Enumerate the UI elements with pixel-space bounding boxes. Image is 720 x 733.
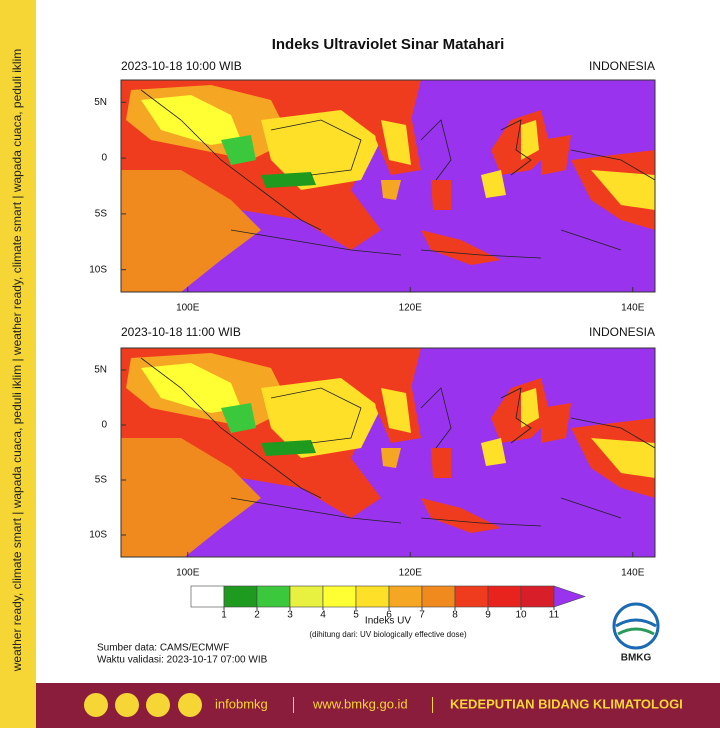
y-tick-label: 5N — [94, 97, 107, 108]
x-tick-label: 100E — [176, 568, 200, 579]
colorbar-segment — [520, 585, 555, 608]
sidebar-text: weather ready, climate smart | wapada cu… — [10, 49, 24, 673]
panel-time: 2023-10-18 11:00 WIB — [121, 325, 241, 339]
colorbar-label: 1 — [221, 610, 227, 621]
colorbar-segment — [256, 585, 291, 608]
map-frame — [120, 79, 656, 293]
colorbar-arrow — [553, 585, 586, 608]
x-tick-label: 140E — [621, 568, 645, 579]
colorbar-label: 9 — [485, 610, 491, 621]
footer-website: www.bmkg.go.id — [312, 696, 408, 711]
footer-social: infobmkg — [215, 696, 268, 711]
colorbar-segment — [388, 585, 423, 608]
colorbar-segment — [223, 585, 258, 608]
colorbar-label: 7 — [419, 610, 425, 621]
panel-region: INDONESIA — [589, 59, 655, 73]
y-tick-label: 5S — [95, 209, 108, 220]
map-panel: 2023-10-18 11:00 WIB INDONESIA — [120, 325, 656, 558]
panel-time: 2023-10-18 10:00 WIB — [121, 59, 242, 73]
colorbar-label: 6 — [386, 610, 392, 621]
colorbar-label: 11 — [549, 610, 560, 621]
sidebar — [0, 0, 36, 683]
colorbar-segment — [289, 585, 324, 608]
colorbar-segment — [322, 585, 357, 608]
colorbar-label: 8 — [452, 610, 458, 621]
logo-text: BMKG — [621, 653, 652, 664]
colorbar-segment — [190, 585, 225, 608]
y-tick-label: 10S — [89, 530, 107, 541]
colorbar-segment — [487, 585, 522, 608]
map-panel: 2023-10-18 10:00 WIB INDONESIA — [120, 59, 656, 293]
colorbar-label: 5 — [353, 610, 359, 621]
separator — [432, 697, 433, 713]
colorbar-label: 3 — [287, 610, 293, 621]
legend-title: Indeks UV — [365, 616, 411, 627]
title: Indeks Ultraviolet Sinar Matahari — [272, 36, 505, 53]
x-tick-label: 100E — [176, 303, 200, 314]
bmkg-logo: BMKG — [612, 602, 660, 664]
colorbar-label: 2 — [254, 610, 260, 621]
legend-note: (dihitung dari: UV biologically effectiv… — [309, 630, 467, 639]
colorbar-segment — [421, 585, 456, 608]
footer-corner — [0, 683, 36, 728]
footer-unit: KEDEPUTIAN BIDANG KLIMATOLOGI — [450, 696, 683, 711]
y-tick-label: 10S — [89, 264, 107, 275]
x-tick-label: 120E — [399, 568, 423, 579]
panel-region: INDONESIA — [589, 325, 655, 339]
y-tick-label: 0 — [101, 420, 107, 431]
colorbar-segment — [454, 585, 489, 608]
map-frame — [120, 347, 656, 558]
y-tick-label: 5S — [95, 475, 108, 486]
colorbar-segment — [355, 585, 390, 608]
social-icons — [84, 693, 202, 717]
x-tick-label: 140E — [621, 303, 645, 314]
y-tick-label: 5N — [94, 365, 107, 376]
colorbar-label: 4 — [320, 610, 326, 621]
x-tick-label: 120E — [399, 303, 423, 314]
validity: Waktu validasi: 2023-10-17 07:00 WIB — [97, 655, 268, 666]
y-tick-label: 0 — [101, 153, 107, 164]
colorbar-label: 10 — [515, 610, 527, 621]
separator — [293, 697, 294, 713]
source: Sumber data: CAMS/ECMWF — [97, 643, 229, 654]
